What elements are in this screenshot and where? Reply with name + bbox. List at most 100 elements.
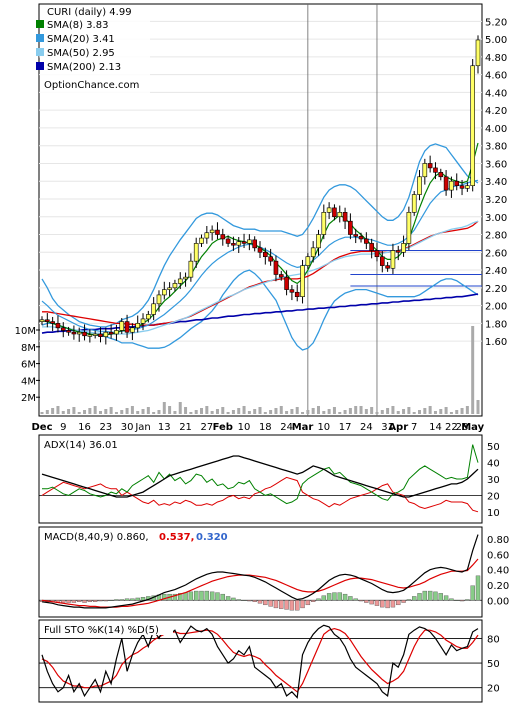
candle-body: [252, 239, 257, 249]
price-tick-label: 2.80: [485, 231, 507, 242]
volume-bar: [449, 412, 453, 414]
adx-label: ADX(14) 36.01: [44, 440, 118, 451]
stochastic-panel: [38, 619, 483, 703]
price-tick-label: 4.00: [485, 124, 507, 135]
macd-histogram-bar: [209, 591, 215, 601]
macd-histogram-bar: [449, 598, 454, 601]
candle-body: [358, 235, 364, 240]
volume-bar: [285, 411, 289, 414]
volume-bar: [125, 408, 129, 414]
candle-body: [161, 289, 167, 296]
volume-bar: [40, 412, 44, 414]
volume-bar: [412, 412, 416, 414]
volume-bar: [433, 411, 437, 414]
candle-body: [406, 212, 412, 244]
volume-bar: [194, 410, 198, 414]
candle-body: [348, 220, 353, 235]
candle-body: [225, 238, 231, 244]
candle-body: [220, 234, 226, 240]
legend-sma8: SMA(8) 3.83: [47, 20, 108, 31]
macd-histogram-bar: [82, 600, 87, 603]
volume-bar: [120, 410, 124, 414]
date-tick-label: 13: [158, 422, 171, 433]
adx-plus-di-line: [42, 444, 479, 505]
candle-body: [263, 251, 268, 258]
candle-body: [310, 247, 316, 258]
candle-body: [183, 276, 188, 280]
panel-tick-label: 0.60: [487, 550, 509, 561]
date-tick-label: 22: [445, 422, 458, 433]
macd-histogram-bar: [92, 600, 98, 602]
price-tick-label: 4.20: [485, 106, 507, 117]
candle-body: [215, 229, 220, 235]
date-tick-label: 9: [60, 422, 66, 433]
volume-bar: [301, 412, 305, 414]
macd-histogram-bar: [204, 590, 210, 601]
volume-bar: [200, 408, 204, 414]
stochastic-d-line: [41, 627, 479, 693]
volume-bar: [184, 407, 188, 414]
volume-bar: [56, 406, 60, 414]
volume-bar: [418, 410, 422, 414]
volume-bar: [359, 406, 363, 414]
macd-histogram-bar: [411, 596, 417, 601]
volume-bar: [364, 409, 368, 414]
volume-bar: [210, 411, 214, 414]
macd-histogram-bar: [422, 590, 428, 601]
legend-swatch-sma20: [36, 34, 44, 42]
macd-histogram-bar: [459, 600, 465, 602]
candle-body: [443, 176, 449, 191]
macd-histogram-bar: [332, 592, 337, 601]
volume-bar: [162, 402, 166, 414]
volume-bar: [205, 406, 209, 414]
candle-body: [300, 265, 305, 298]
volume-bar: [391, 406, 395, 414]
panel-tick-label: 20: [487, 684, 500, 695]
adx-lines: [39, 444, 482, 513]
panel-tick-label: 40: [487, 459, 500, 470]
volume-bar: [226, 412, 230, 414]
macd-histogram-bar: [61, 600, 66, 603]
volume-bar: [242, 406, 246, 414]
candle-body: [124, 321, 130, 333]
watermark-text: OptionChance.com: [44, 80, 139, 91]
legend-swatch-sma200: [36, 62, 44, 70]
volume-bar: [338, 412, 342, 414]
panel-tick-label: 0.20: [487, 581, 509, 592]
legend-sma50: SMA(50) 2.95: [47, 48, 115, 59]
macd-histogram-bar: [103, 600, 109, 602]
macd-histogram-bar: [438, 593, 443, 601]
price-candles: [39, 35, 481, 345]
date-tick-label: 7: [411, 422, 417, 433]
candle-body: [167, 287, 172, 290]
candle-body: [433, 167, 438, 173]
date-tick-label: Dec: [31, 422, 52, 433]
macd-hist-label: 0.320: [196, 532, 228, 543]
legend-sma20: SMA(20) 3.41: [47, 34, 115, 45]
candle-body: [193, 243, 199, 262]
macd-label: MACD(8,40,9) 0.860,: [44, 532, 149, 543]
volume-bar: [465, 406, 469, 414]
price-panel: [38, 3, 483, 417]
volume-bar: [146, 407, 150, 414]
macd-histogram-bar: [178, 593, 183, 601]
volume-bar: [173, 411, 177, 414]
date-tick-label: 27: [200, 422, 213, 433]
date-tick-label: 10: [238, 422, 251, 433]
candle-body: [337, 212, 343, 218]
candle-body: [119, 321, 125, 331]
macd-histogram-bar: [172, 593, 178, 601]
candle-body: [87, 334, 93, 337]
volume-bar: [263, 412, 267, 414]
macd-y-axis: 0.80 0.60 0.40 0.20 0.00: [487, 535, 509, 607]
price-y-axis: 5.20 5.00 4.80 4.60 4.40 4.20 4.00 3.80 3.60 3.40…: [485, 17, 507, 348]
macd-histogram-bar: [124, 598, 130, 601]
candle-body: [172, 283, 178, 289]
volume-bar: [348, 408, 352, 414]
legend-swatch-sma50: [36, 48, 44, 56]
adx-line: [41, 455, 479, 498]
candle-body: [146, 314, 151, 320]
